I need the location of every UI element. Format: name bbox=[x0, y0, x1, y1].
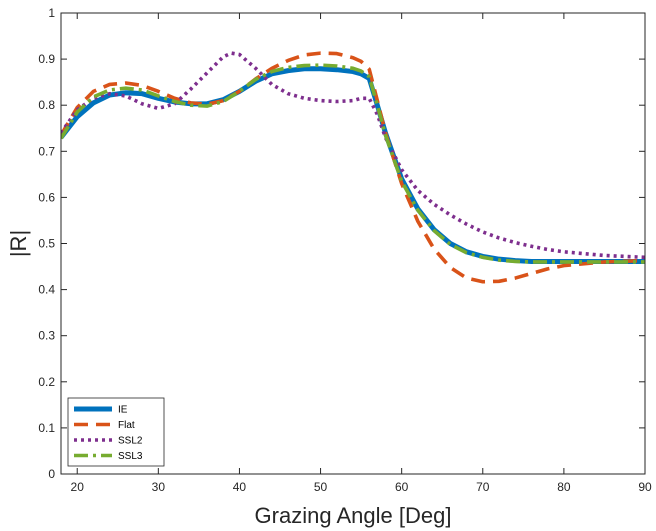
series-line-ie bbox=[61, 66, 645, 264]
series-line-flat bbox=[61, 51, 645, 284]
x-axis-label: Grazing Angle [Deg] bbox=[255, 503, 452, 528]
y-tick-label: 0.9 bbox=[38, 52, 55, 66]
legend-label-ie: IE bbox=[118, 405, 128, 416]
y-tick-label: 1 bbox=[48, 6, 55, 20]
x-tick-label: 60 bbox=[395, 480, 409, 494]
y-tick-label: 0.8 bbox=[38, 98, 55, 112]
y-tick-label: 0 bbox=[48, 467, 55, 481]
series-line-ssl2 bbox=[61, 51, 645, 260]
legend-label-ssl3: SSL3 bbox=[118, 451, 143, 462]
series-layer bbox=[61, 51, 645, 284]
x-tick-label: 20 bbox=[71, 480, 85, 494]
x-tick-label: 80 bbox=[557, 480, 571, 494]
x-tick-label: 40 bbox=[233, 480, 247, 494]
y-tick-label: 0.5 bbox=[38, 237, 55, 251]
y-tick-label: 0.6 bbox=[38, 190, 55, 204]
x-tick-label: 30 bbox=[152, 480, 166, 494]
series-line-ssl3 bbox=[61, 63, 645, 264]
legend-label-flat: Flat bbox=[118, 420, 135, 431]
legend-label-ssl2: SSL2 bbox=[118, 436, 143, 447]
y-tick-label: 0.2 bbox=[38, 375, 55, 389]
x-tick-label: 70 bbox=[476, 480, 490, 494]
y-axis-label: |R| bbox=[6, 230, 31, 257]
x-tick-label: 90 bbox=[638, 480, 652, 494]
legend: IE Flat SSL2 SSL3 bbox=[67, 397, 165, 467]
y-tick-label: 0.1 bbox=[38, 421, 55, 435]
x-tick-label: 50 bbox=[314, 480, 328, 494]
y-tick-label: 0.3 bbox=[38, 329, 55, 343]
axes-layer: 20 30 40 50 60 70 80 90 0 0.1 0.2 0.3 0.4 0.5 0.6 0.7 0.… bbox=[38, 6, 652, 494]
y-tick-label: 0.7 bbox=[38, 144, 55, 158]
y-tick-label: 0.4 bbox=[38, 283, 55, 297]
